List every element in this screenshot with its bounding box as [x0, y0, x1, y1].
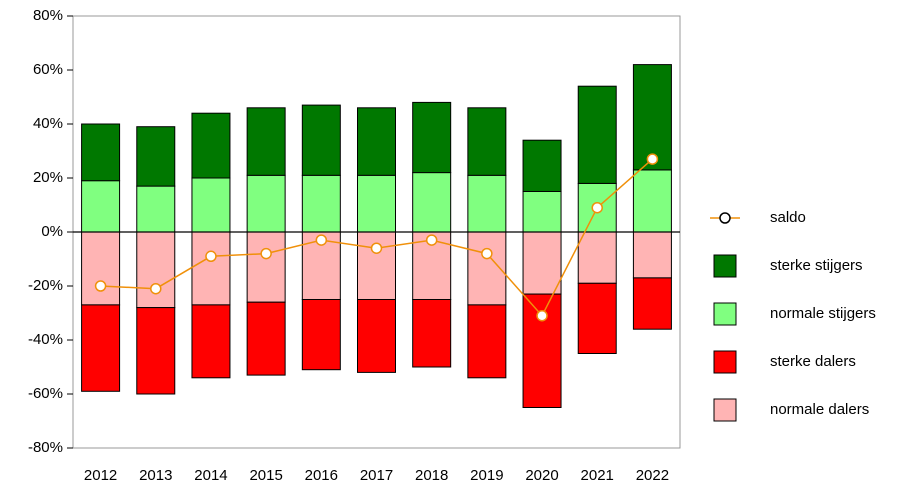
point — [150, 282, 162, 295]
x-tick-label: 2018 — [415, 467, 448, 484]
y-tick-label: 0% — [41, 223, 63, 240]
bar — [357, 231, 396, 300]
bar — [632, 169, 672, 233]
bar — [81, 231, 121, 306]
legend-swatch — [713, 350, 737, 374]
legend-swatch — [713, 302, 737, 326]
y-tick-label: -60% — [28, 385, 63, 402]
legend-label: sterke stijgers — [770, 257, 863, 274]
bar — [136, 231, 176, 309]
legend-marker — [719, 212, 731, 224]
x-tick-label: 2017 — [360, 467, 393, 484]
bar — [467, 107, 507, 176]
y-tick-label: 80% — [33, 7, 63, 24]
bar — [81, 123, 121, 182]
bar — [81, 304, 121, 392]
point — [481, 247, 493, 260]
point — [591, 201, 603, 214]
point — [425, 234, 438, 246]
x-tick-label: 2015 — [249, 467, 282, 484]
x-tick-label: 2020 — [525, 467, 558, 484]
bar — [577, 85, 617, 184]
bar — [522, 139, 562, 192]
bar — [246, 301, 286, 376]
point — [646, 153, 659, 165]
x-tick-label: 2013 — [139, 467, 172, 484]
x-tick-label: 2021 — [581, 467, 614, 484]
bar — [522, 231, 562, 295]
bar — [577, 231, 617, 284]
bar — [136, 126, 176, 187]
point — [94, 280, 107, 292]
legend-label: normale dalers — [770, 401, 869, 418]
point — [370, 242, 383, 254]
y-tick-label: 60% — [33, 61, 63, 78]
y-tick-label: 40% — [33, 115, 63, 132]
x-tick-label: 2016 — [305, 467, 338, 484]
y-tick-label: -40% — [28, 331, 63, 348]
y-tick-label: -20% — [28, 277, 63, 294]
bar — [577, 282, 617, 354]
bar — [357, 299, 396, 373]
bar — [191, 304, 231, 379]
bar — [412, 172, 452, 233]
bar — [81, 180, 121, 233]
y-tick-label: -80% — [28, 439, 63, 456]
bar — [301, 174, 341, 233]
bar — [246, 107, 286, 176]
bar — [412, 101, 452, 174]
bar — [136, 185, 176, 233]
x-tick-label: 2012 — [84, 467, 117, 484]
x-tick-label: 2019 — [470, 467, 503, 484]
bar — [632, 231, 672, 279]
bar — [301, 104, 341, 176]
legend-swatch — [713, 254, 737, 278]
point — [536, 309, 548, 322]
bar — [191, 112, 231, 179]
bar — [191, 231, 231, 306]
x-tick-label: 2014 — [194, 467, 227, 484]
bar — [632, 277, 672, 330]
bar — [246, 231, 286, 303]
bar — [357, 107, 396, 176]
point — [205, 250, 217, 263]
bar — [632, 64, 672, 171]
bar — [467, 304, 507, 379]
legend-swatch — [713, 398, 737, 422]
point — [315, 234, 328, 246]
y-tick-label: 20% — [33, 169, 63, 186]
bar — [522, 191, 562, 233]
bar — [191, 177, 231, 233]
bar — [412, 299, 452, 368]
legend-label: normale stijgers — [770, 305, 876, 322]
legend-label: sterke dalers — [770, 353, 856, 370]
bar — [136, 307, 176, 395]
bar — [301, 299, 341, 371]
bar — [467, 174, 507, 233]
point — [260, 247, 272, 260]
bar — [246, 174, 286, 233]
legend-label: saldo — [770, 209, 806, 226]
bar — [357, 174, 396, 233]
x-tick-label: 2022 — [636, 467, 669, 484]
